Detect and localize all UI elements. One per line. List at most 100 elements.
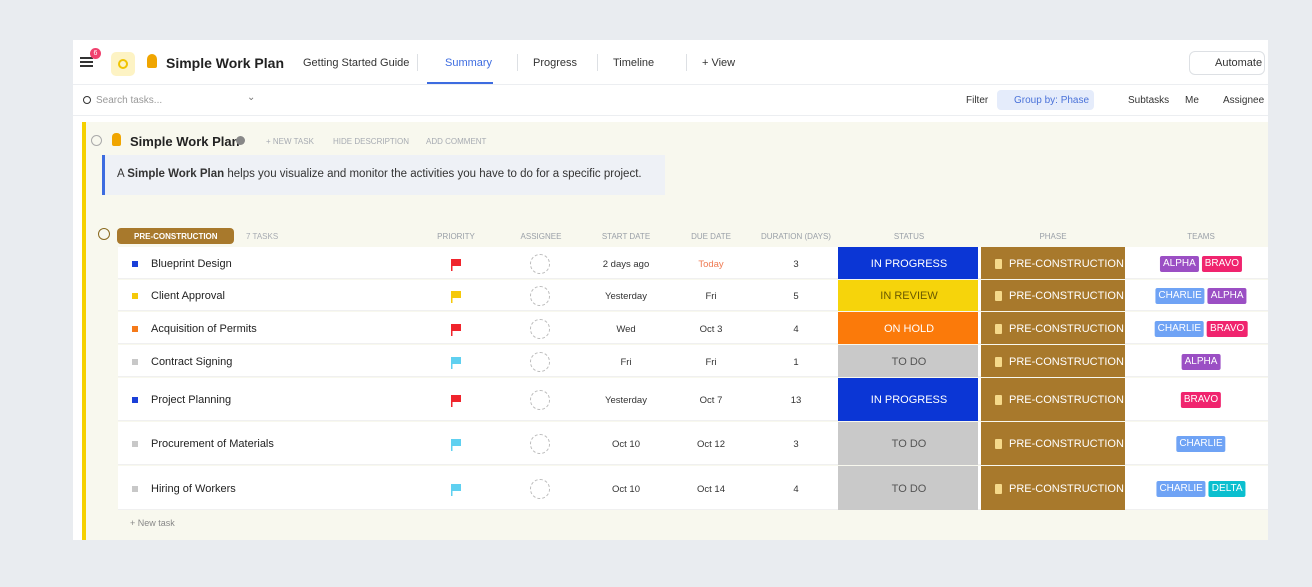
assignee-avatar[interactable]: [530, 434, 550, 454]
group-badge[interactable]: PRE-CONSTRUCTION: [117, 228, 234, 244]
phase-label[interactable]: PRE-CONSTRUCTION: [1009, 482, 1124, 495]
team-tag[interactable]: BRAVO: [1180, 392, 1222, 408]
teams: ALPHA BRAVO: [1159, 255, 1243, 272]
me-button[interactable]: Me: [1185, 95, 1199, 106]
team-tag[interactable]: DELTA: [1208, 480, 1246, 497]
status-label[interactable]: TO DO: [891, 482, 927, 495]
list-action[interactable]: + NEW TASK: [266, 137, 314, 146]
list-action[interactable]: HIDE DESCRIPTION: [333, 137, 410, 146]
task-name[interactable]: Acquisition of Permits: [151, 322, 257, 335]
phase-label[interactable]: PRE-CONSTRUCTION: [1009, 438, 1124, 450]
due-date: Today: [698, 258, 724, 270]
description: A Simple Work Plan helps you visualize a…: [102, 155, 665, 195]
menu-icon[interactable]: [80, 57, 93, 59]
team-tag[interactable]: ALPHA: [1159, 255, 1199, 272]
list-title: Simple Work Plan: [166, 55, 284, 71]
tab[interactable]: Summary: [445, 57, 493, 69]
column-header: STATUS: [893, 232, 925, 241]
tab[interactable]: Progress: [533, 57, 578, 69]
list-icon: [147, 54, 157, 68]
phase-label[interactable]: PRE-CONSTRUCTION: [1009, 290, 1124, 302]
automate-button[interactable]: Automate: [1189, 51, 1265, 75]
search-chevron[interactable]: ⌄: [247, 92, 256, 103]
status-bullet: [132, 485, 138, 492]
team-tag[interactable]: CHARLIE: [1154, 320, 1205, 337]
phase-cell: [981, 247, 1125, 279]
priority-flag: [451, 258, 461, 271]
description-bold: Simple Work Plan: [127, 168, 225, 180]
task-name[interactable]: Blueprint Design: [151, 257, 232, 270]
phase-cell: [981, 422, 1125, 465]
assignee-avatar[interactable]: [530, 286, 550, 306]
task-name[interactable]: Contract Signing: [151, 355, 233, 368]
subtasks-button[interactable]: Subtasks: [1128, 95, 1170, 106]
info-icon: [236, 136, 245, 145]
priority-flag: [451, 483, 461, 496]
tab[interactable]: Timeline: [613, 57, 655, 69]
teams: CHARLIE: [1176, 436, 1226, 452]
task-name[interactable]: Client Approval: [151, 290, 225, 302]
phase-label[interactable]: PRE-CONSTRUCTION: [1009, 394, 1124, 406]
teams: ALPHA: [1181, 353, 1221, 370]
notification-badge: 6: [90, 48, 101, 59]
task-name[interactable]: Hiring of Workers: [151, 482, 236, 495]
team-tag[interactable]: CHARLIE: [1155, 288, 1205, 304]
assignee-avatar[interactable]: [530, 478, 550, 499]
list-icon: [112, 133, 121, 146]
status-bullet: [132, 358, 138, 365]
assignee-avatar[interactable]: [530, 318, 550, 339]
flag-icon: [451, 291, 461, 303]
tab-underline: [427, 82, 493, 84]
tab[interactable]: Getting Started Guide: [303, 57, 410, 69]
start-date: Oct 10: [612, 439, 640, 450]
status-label[interactable]: TO DO: [891, 438, 927, 450]
tab-separator: [417, 54, 418, 71]
status-label[interactable]: ON HOLD: [883, 322, 935, 335]
priority-flag: [451, 394, 461, 407]
team-tag[interactable]: ALPHA: [1181, 353, 1221, 370]
flag-icon: [451, 356, 461, 369]
assignee-avatar[interactable]: [530, 390, 550, 410]
team-tag[interactable]: ALPHA: [1207, 288, 1247, 304]
collapse-icon[interactable]: [91, 135, 102, 146]
top-bar: [73, 40, 1268, 85]
duration: 4: [793, 483, 799, 495]
team-tag[interactable]: CHARLIE: [1156, 480, 1206, 497]
status-cell: [838, 280, 978, 311]
status-label[interactable]: IN PROGRESS: [870, 257, 948, 270]
status-label[interactable]: TO DO: [891, 355, 927, 368]
assignee-avatar[interactable]: [530, 351, 550, 372]
assignee-button[interactable]: Assignee: [1223, 95, 1265, 106]
phase-label[interactable]: PRE-CONSTRUCTION: [1009, 257, 1124, 270]
phase-label[interactable]: PRE-CONSTRUCTION: [1009, 355, 1124, 368]
team-tag[interactable]: BRAVO: [1207, 320, 1248, 337]
phase-icon: [995, 291, 1002, 301]
phase-cell: [981, 378, 1125, 421]
duration: 13: [790, 395, 802, 406]
list-action[interactable]: ADD COMMENT: [426, 137, 487, 146]
priority-flag: [451, 356, 461, 369]
task-name[interactable]: Procurement of Materials: [151, 438, 274, 450]
filter-button[interactable]: Filter: [966, 95, 989, 106]
search-input[interactable]: Search tasks...: [96, 95, 163, 106]
status-label[interactable]: IN PROGRESS: [870, 394, 948, 406]
phase-icon: [995, 356, 1002, 367]
status-label[interactable]: IN REVIEW: [880, 290, 938, 302]
team-tag[interactable]: CHARLIE: [1176, 436, 1226, 452]
collapse-icon[interactable]: [98, 228, 110, 240]
new-task-button[interactable]: + New task: [130, 518, 175, 528]
start-date: Yesterday: [605, 291, 647, 302]
due-date: Oct 3: [699, 323, 723, 335]
assignee-avatar[interactable]: [530, 253, 550, 274]
group-by-button[interactable]: Group by: Phase: [997, 90, 1094, 110]
teams: CHARLIE BRAVO: [1154, 320, 1248, 337]
team-tag[interactable]: BRAVO: [1201, 255, 1243, 272]
task-name[interactable]: Project Planning: [151, 394, 232, 406]
phase-cell: [981, 280, 1125, 311]
flag-icon: [451, 439, 461, 451]
tab[interactable]: + View: [702, 57, 736, 69]
list-heading: Simple Work Plan: [130, 134, 240, 149]
toolbar: [73, 86, 1268, 116]
phase-label[interactable]: PRE-CONSTRUCTION: [1009, 322, 1124, 335]
